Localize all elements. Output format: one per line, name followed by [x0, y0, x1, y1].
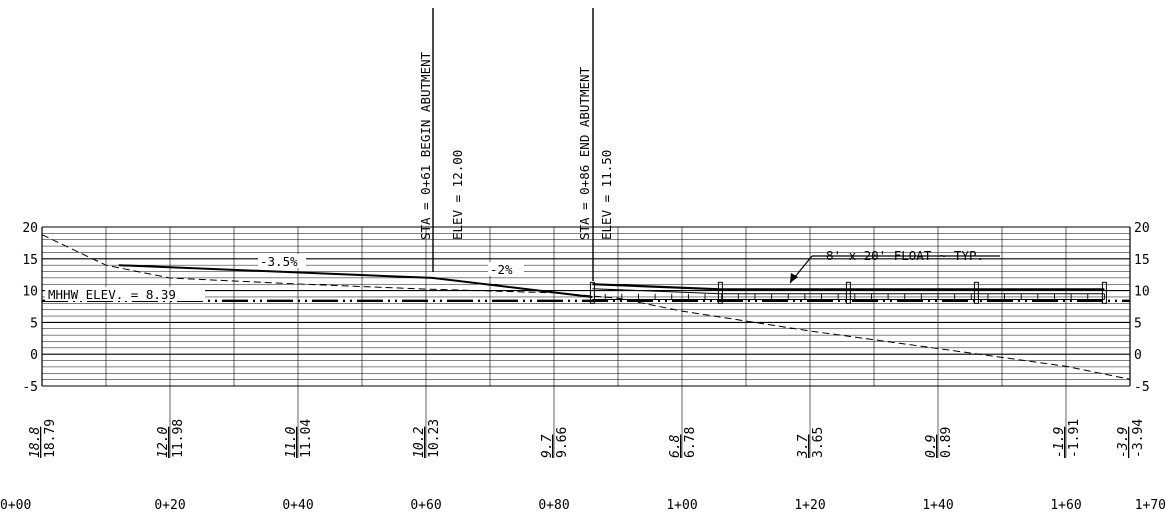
station-tick-label: 1+70: [1135, 498, 1166, 513]
begin-abutment-station-label: STA = 0+61 BEGIN ABUTMENT: [418, 51, 433, 240]
y-tick-label: 10: [22, 285, 38, 300]
station-tick-label: 0+80: [538, 498, 569, 513]
begin-abutment-elevation-label: ELEV = 12.00: [450, 150, 465, 240]
proposed-profile-line: [118, 264, 593, 298]
proposed-elevation-label: 9.7: [540, 434, 555, 458]
existing-elevation-label: 18.79: [43, 419, 58, 458]
slope-label-1: -3.5%: [260, 254, 298, 269]
y-axis-right-labels: 20 15 10 5 0 -5: [1134, 221, 1150, 395]
y-tick-label: 20: [1134, 221, 1150, 236]
end-abutment-callout: STA = 0+86 END ABUTMENT ELEV = 11.50: [577, 8, 614, 281]
slope-label-2: -2%: [490, 262, 513, 277]
float-pile: [1101, 281, 1107, 304]
existing-elevation-label: 0.89: [939, 427, 954, 458]
proposed-elevation-label: 18.8: [28, 427, 43, 458]
existing-elevation-label: -3.94: [1131, 419, 1146, 458]
y-tick-label: 15: [22, 253, 38, 268]
y-tick-label: 0: [1134, 348, 1142, 363]
profile-lines: [41, 234, 1131, 380]
begin-abutment-callout: STA = 0+61 BEGIN ABUTMENT ELEV = 12.00: [418, 8, 465, 272]
y-tick-label: 10: [1134, 285, 1150, 300]
existing-elevation-label: 9.66: [555, 427, 570, 458]
existing-elevation-label: 6.78: [683, 427, 698, 458]
y-tick-label: 5: [1134, 316, 1142, 331]
existing-elevation-label: 11.04: [299, 419, 314, 458]
y-tick-label: 5: [30, 316, 38, 331]
y-tick-label: 20: [22, 221, 38, 236]
station-tick-label: 1+40: [922, 498, 953, 513]
elevation-table: 18.8 18.79 12.0 11.98 11.0 11.04 10.2 10.23 9.7 9…: [28, 419, 1146, 459]
proposed-elevation-label: -3.9: [1116, 427, 1131, 458]
existing-elevation-label: -1.91: [1067, 419, 1082, 458]
float-deck-bottom: [592, 288, 1105, 295]
proposed-elevation-label: 0.9: [924, 435, 939, 458]
existing-elevation-label: 10.23: [427, 419, 442, 458]
mhhw-label: MHHW ELEV. = 8.39: [48, 287, 176, 302]
proposed-elevation-label: 12.0: [156, 427, 171, 458]
y-tick-label: 15: [1134, 253, 1150, 268]
end-abutment-station-label: STA = 0+86 END ABUTMENT: [577, 66, 592, 240]
proposed-elevation-label: 6.8: [668, 434, 683, 458]
station-lines: [105, 227, 1067, 458]
station-tick-label: 1+00: [666, 498, 697, 513]
station-tick-label: 0+60: [410, 498, 441, 513]
y-tick-label: 0: [30, 348, 38, 363]
existing-elevation-label: 3.65: [811, 427, 826, 458]
float-callout: 8' x 20' FLOAT ~ TYP.: [789, 248, 1000, 284]
proposed-elevation-label: 11.0: [284, 427, 299, 458]
existing-elevation-label: 11.98: [171, 419, 186, 458]
float-pile: [973, 281, 979, 304]
station-tick-label: 0+20: [154, 498, 185, 513]
float-label: 8' x 20' FLOAT ~ TYP.: [826, 248, 984, 263]
y-tick-label: -5: [1134, 380, 1150, 395]
station-tick-label: 0+40: [282, 498, 313, 513]
proposed-elevation-label: 10.2: [412, 427, 427, 458]
proposed-elevation-label: -1.9: [1052, 427, 1067, 458]
float-pile: [717, 281, 723, 304]
float-deck: [589, 281, 1107, 304]
y-tick-label: -5: [22, 380, 38, 395]
float-pile: [589, 281, 595, 304]
end-abutment-elevation-label: ELEV = 11.50: [599, 150, 614, 240]
float-pile: [845, 281, 851, 304]
float-deck-top: [592, 283, 1105, 291]
station-tick-label: 0+00: [0, 498, 31, 513]
profile-grid: [41, 226, 1131, 387]
y-axis-left-labels: 20 15 10 5 0 -5: [22, 221, 38, 395]
x-axis-station-labels: 0+00 0+20 0+40 0+60 0+80 1+00 1+20 1+40 1+60 1+70: [0, 498, 1166, 513]
station-tick-label: 1+20: [794, 498, 825, 513]
station-tick-label: 1+60: [1050, 498, 1081, 513]
proposed-elevation-label: 3.7: [796, 434, 811, 459]
